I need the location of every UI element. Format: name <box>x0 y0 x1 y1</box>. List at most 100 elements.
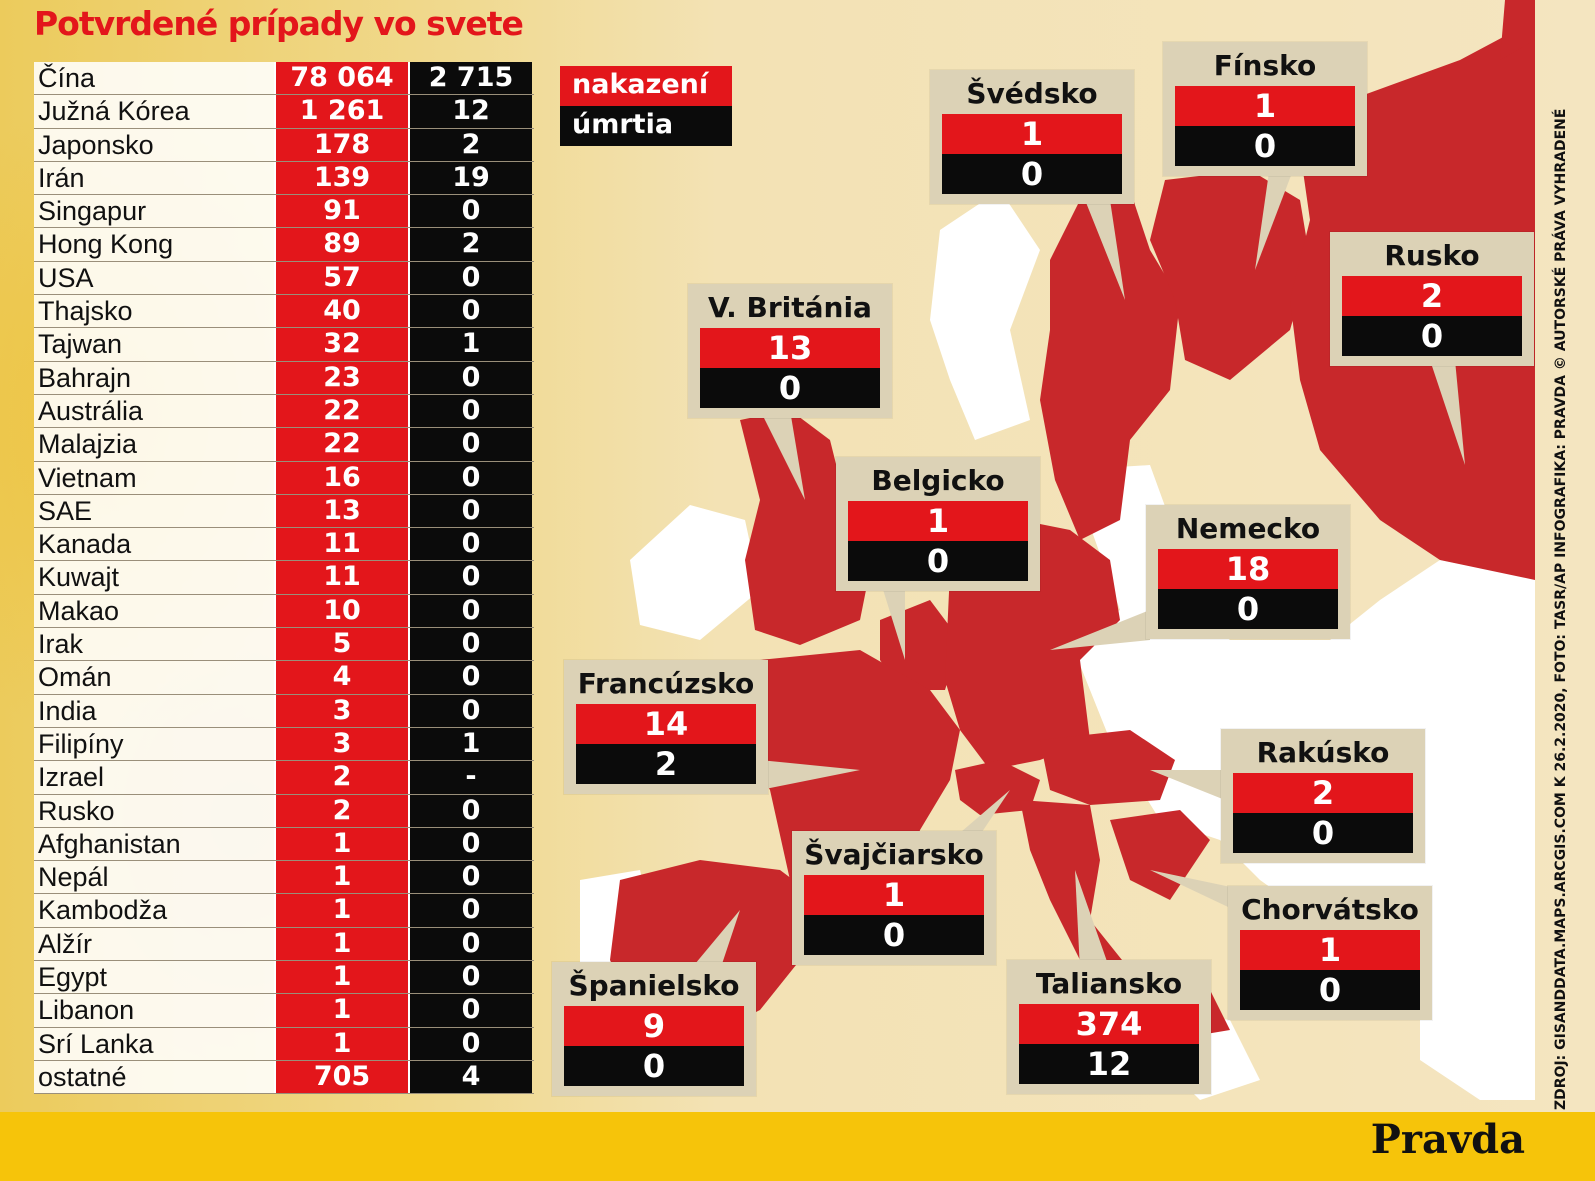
table-row: Rusko 2 0 <box>34 794 534 828</box>
infected-count: 23 <box>274 361 408 394</box>
cases-table: Čína 78 064 2 715 Južná Kórea 1 261 12 Japonsk… <box>34 62 534 1095</box>
country-name: Omán <box>34 661 274 694</box>
deaths-count: 0 <box>408 561 532 594</box>
country-name: Afghanistan <box>34 827 274 861</box>
infected-count: 1 <box>274 1027 408 1060</box>
deaths-count: 0 <box>408 295 532 328</box>
table-row: Alžír 1 0 <box>34 927 534 962</box>
deaths-count: 0 <box>408 528 532 561</box>
country-name: Tajwan <box>34 328 274 361</box>
map-box-spanielsko: Španielsko 9 0 <box>552 962 756 1096</box>
country-name: Kambodža <box>34 894 274 927</box>
country-name: Libanon <box>34 994 274 1027</box>
deaths-count: 0 <box>408 794 532 827</box>
table-row: Omán 4 0 <box>34 661 534 695</box>
deaths-count: - <box>408 761 532 794</box>
country-name: Egypt <box>34 961 274 994</box>
infected-count: 2 <box>274 794 408 827</box>
deaths-count: 0 <box>408 461 532 494</box>
map-box-chorvatsko: Chorvátsko 1 0 <box>1228 886 1432 1020</box>
deaths-count: 0 <box>408 894 532 927</box>
map-box-britania: V. Británia 13 0 <box>688 284 892 418</box>
table-row: Kuwajt 11 0 <box>34 561 534 595</box>
deaths-count: 0 <box>408 927 532 961</box>
country-name: Hong Kong <box>34 228 274 261</box>
table-row: Egypt 1 0 <box>34 961 534 995</box>
country-name: USA <box>34 261 274 295</box>
pravda-logo: Pravda <box>1370 1116 1525 1163</box>
country-name: Južná Kórea <box>34 95 274 128</box>
table-row: Irán 139 19 <box>34 161 534 196</box>
legend-infected: nakazení <box>560 66 732 106</box>
country-name: Bahrajn <box>34 361 274 394</box>
country-name: Alžír <box>34 927 274 961</box>
country-name: Izrael <box>34 761 274 794</box>
table-row: Vietnam 16 0 <box>34 461 534 495</box>
table-row: Libanon 1 0 <box>34 994 534 1028</box>
country-name: Vietnam <box>34 461 274 494</box>
table-row: Kanada 11 0 <box>34 528 534 562</box>
country-name: Srí Lanka <box>34 1027 274 1060</box>
country-name: Filipíny <box>34 727 274 761</box>
table-row: USA 57 0 <box>34 261 534 296</box>
deaths-count: 2 <box>408 228 532 261</box>
infected-count: 2 <box>274 761 408 794</box>
country-name: Singapur <box>34 195 274 228</box>
map-box-svedsko: Švédsko 1 0 <box>930 70 1134 204</box>
legend-deaths: úmrtia <box>560 106 732 146</box>
table-row: SAE 13 0 <box>34 494 534 529</box>
table-row: Filipíny 3 1 <box>34 727 534 762</box>
infected-count: 22 <box>274 428 408 461</box>
infected-count: 705 <box>274 1060 408 1094</box>
infected-count: 10 <box>274 594 408 628</box>
infected-count: 40 <box>274 295 408 328</box>
map-box-belgicko: Belgicko 1 0 <box>836 457 1040 591</box>
infected-count: 16 <box>274 461 408 494</box>
map-box-taliansko: Taliansko 374 12 <box>1007 960 1211 1094</box>
country-name: Kanada <box>34 528 274 561</box>
infected-count: 1 <box>274 861 408 894</box>
infected-count: 89 <box>274 228 408 261</box>
country-name: Rusko <box>34 794 274 827</box>
infected-count: 1 <box>274 894 408 927</box>
country-name: SAE <box>34 494 274 528</box>
table-row: ostatné 705 4 <box>34 1060 534 1095</box>
infected-count: 11 <box>274 561 408 594</box>
table-row: Srí Lanka 1 0 <box>34 1027 534 1061</box>
country-name: Irak <box>34 628 274 661</box>
infected-count: 139 <box>274 161 408 195</box>
country-name: Thajsko <box>34 295 274 328</box>
infected-count: 22 <box>274 394 408 428</box>
country-name: Malajzia <box>34 428 274 461</box>
deaths-count: 12 <box>408 95 532 128</box>
legend: nakazení úmrtia <box>560 66 732 146</box>
table-row: Kambodža 1 0 <box>34 894 534 928</box>
country-name: Makao <box>34 594 274 628</box>
table-row: Nepál 1 0 <box>34 861 534 895</box>
deaths-count: 2 715 <box>408 62 532 95</box>
infected-count: 1 <box>274 927 408 961</box>
deaths-count: 0 <box>408 195 532 228</box>
infected-count: 32 <box>274 328 408 361</box>
table-row: India 3 0 <box>34 694 534 728</box>
deaths-count: 19 <box>408 161 532 195</box>
map-box-francuzsko: Francúzsko 14 2 <box>564 660 768 794</box>
deaths-count: 0 <box>408 394 532 428</box>
deaths-count: 0 <box>408 494 532 528</box>
infected-count: 1 <box>274 827 408 861</box>
table-row: Malajzia 22 0 <box>34 428 534 462</box>
source-credits: ZDROJ: GISANDDATA.MAPS.ARCGIS.COM K 26.2… <box>1553 108 1569 1110</box>
table-row: Thajsko 40 0 <box>34 295 534 329</box>
table-row: Austrália 22 0 <box>34 394 534 429</box>
infected-count: 1 <box>274 961 408 994</box>
infected-count: 3 <box>274 727 408 761</box>
deaths-count: 0 <box>408 261 532 295</box>
infographic-title: Potvrdené prípady vo svete <box>34 4 524 43</box>
country-name: India <box>34 694 274 727</box>
infected-count: 1 261 <box>274 95 408 128</box>
deaths-count: 0 <box>408 661 532 694</box>
infected-count: 13 <box>274 494 408 528</box>
deaths-count: 0 <box>408 961 532 994</box>
table-row: Singapur 91 0 <box>34 195 534 229</box>
footer-bar <box>0 1112 1595 1181</box>
